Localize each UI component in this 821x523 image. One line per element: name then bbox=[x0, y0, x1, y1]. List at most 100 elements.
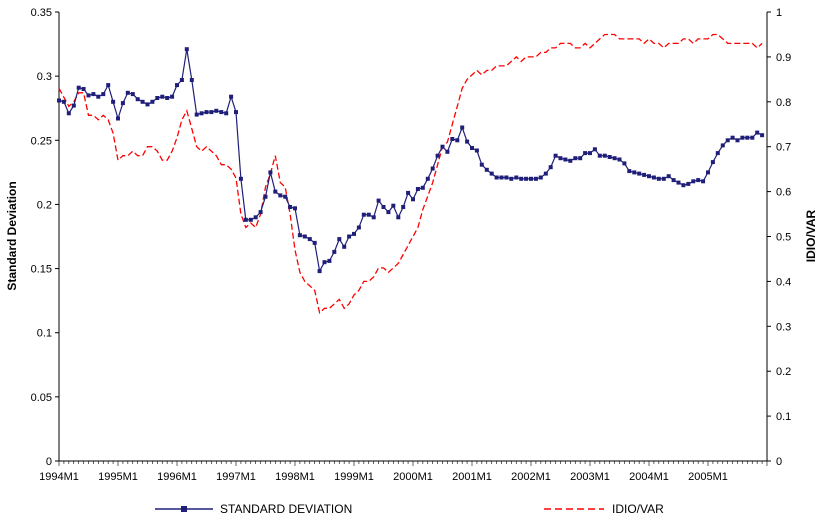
point-standard-deviation bbox=[283, 194, 288, 199]
x-tick-label: 2003M1 bbox=[570, 471, 610, 483]
point-standard-deviation bbox=[135, 97, 140, 102]
point-standard-deviation bbox=[219, 110, 224, 115]
y2-tick-label: 1 bbox=[776, 7, 782, 19]
point-standard-deviation bbox=[661, 176, 666, 181]
point-standard-deviation bbox=[509, 176, 514, 181]
y-tick-label: 0.35 bbox=[31, 7, 52, 19]
y-tick-label: 0.05 bbox=[31, 392, 52, 404]
point-standard-deviation bbox=[81, 87, 86, 91]
point-standard-deviation bbox=[519, 176, 524, 181]
point-standard-deviation bbox=[229, 94, 234, 99]
point-standard-deviation bbox=[243, 217, 248, 222]
point-standard-deviation bbox=[86, 93, 91, 98]
point-standard-deviation bbox=[578, 156, 583, 161]
point-standard-deviation bbox=[642, 172, 647, 177]
point-standard-deviation bbox=[524, 176, 529, 181]
series-group bbox=[57, 33, 765, 315]
point-standard-deviation bbox=[361, 212, 366, 217]
point-standard-deviation bbox=[612, 156, 617, 161]
point-standard-deviation bbox=[607, 155, 612, 159]
x-tick-label: 2004M1 bbox=[629, 471, 669, 483]
point-standard-deviation bbox=[327, 258, 332, 263]
point-standard-deviation bbox=[651, 175, 656, 180]
y-tick-label: 0.25 bbox=[31, 135, 52, 147]
point-standard-deviation bbox=[302, 234, 307, 239]
point-standard-deviation bbox=[307, 237, 312, 242]
point-standard-deviation bbox=[720, 143, 725, 148]
legend-label-idio: IDIO/VAR bbox=[612, 502, 664, 516]
point-standard-deviation bbox=[273, 189, 278, 194]
y2-tick-label: 0.2 bbox=[776, 366, 791, 378]
point-standard-deviation bbox=[445, 149, 450, 154]
point-standard-deviation bbox=[234, 110, 238, 115]
series-line-standard-deviation bbox=[58, 49, 763, 273]
point-standard-deviation bbox=[706, 170, 710, 175]
point-standard-deviation bbox=[691, 179, 696, 184]
point-standard-deviation bbox=[460, 125, 465, 130]
point-standard-deviation bbox=[150, 99, 155, 104]
point-standard-deviation bbox=[715, 151, 720, 156]
point-standard-deviation bbox=[701, 179, 706, 184]
point-standard-deviation bbox=[538, 175, 543, 180]
legend: STANDARD DEVIATION IDIO/VAR bbox=[155, 502, 664, 516]
point-standard-deviation bbox=[696, 178, 701, 183]
point-standard-deviation bbox=[588, 151, 592, 156]
point-standard-deviation bbox=[499, 175, 504, 180]
point-standard-deviation bbox=[106, 83, 111, 88]
point-standard-deviation bbox=[120, 101, 125, 106]
point-standard-deviation bbox=[352, 231, 356, 236]
point-standard-deviation bbox=[170, 94, 175, 99]
x-tick-label: 1996M1 bbox=[157, 471, 197, 483]
x-tick-label: 2000M1 bbox=[393, 471, 433, 483]
point-standard-deviation bbox=[627, 169, 632, 174]
point-standard-deviation bbox=[671, 178, 676, 183]
point-standard-deviation bbox=[293, 206, 297, 211]
point-standard-deviation bbox=[725, 138, 730, 143]
point-standard-deviation bbox=[66, 111, 71, 116]
point-standard-deviation bbox=[735, 138, 740, 143]
y2-tick-label: 0.4 bbox=[776, 276, 791, 288]
point-standard-deviation bbox=[583, 151, 588, 156]
point-standard-deviation bbox=[465, 139, 470, 144]
point-standard-deviation bbox=[686, 181, 691, 186]
point-standard-deviation bbox=[263, 194, 268, 199]
tick-labels: 0 0.05 0.1 0.15 0.2 0.25 0.3 0.35 0 0.1 0.2 0.3 0.4 0… bbox=[31, 7, 792, 483]
x-tick-label: 1995M1 bbox=[98, 471, 138, 483]
y-tick-label: 0.3 bbox=[37, 71, 52, 83]
point-standard-deviation bbox=[755, 130, 760, 135]
y2-tick-label: 0.7 bbox=[776, 142, 791, 154]
point-standard-deviation bbox=[253, 215, 258, 220]
y-tick-label: 0.2 bbox=[37, 199, 52, 211]
y-tick-label: 0 bbox=[46, 456, 52, 468]
point-standard-deviation bbox=[745, 135, 750, 140]
point-standard-deviation bbox=[165, 96, 170, 100]
point-standard-deviation bbox=[504, 175, 509, 180]
point-standard-deviation bbox=[750, 135, 755, 140]
legend-label-std: STANDARD DEVIATION bbox=[220, 502, 352, 516]
point-standard-deviation bbox=[474, 148, 479, 153]
x-tick-label: 1994M1 bbox=[39, 471, 79, 483]
point-standard-deviation bbox=[224, 111, 229, 116]
point-standard-deviation bbox=[760, 133, 765, 138]
point-standard-deviation bbox=[420, 185, 425, 190]
point-standard-deviation bbox=[204, 110, 209, 115]
x-tick-label: 2001M1 bbox=[452, 471, 492, 483]
point-standard-deviation bbox=[278, 193, 283, 198]
point-standard-deviation bbox=[125, 90, 130, 95]
point-standard-deviation bbox=[57, 98, 61, 103]
point-standard-deviation bbox=[91, 92, 96, 97]
point-standard-deviation bbox=[622, 161, 627, 166]
point-standard-deviation bbox=[288, 205, 293, 209]
x-tick-label: 1999M1 bbox=[334, 471, 374, 483]
point-standard-deviation bbox=[248, 217, 253, 222]
x-tick-label: 2005M1 bbox=[688, 471, 728, 483]
point-standard-deviation bbox=[529, 176, 533, 181]
point-standard-deviation bbox=[386, 210, 391, 215]
point-standard-deviation bbox=[656, 176, 661, 181]
point-standard-deviation bbox=[297, 233, 302, 238]
point-standard-deviation bbox=[312, 240, 317, 245]
point-standard-deviation bbox=[710, 160, 715, 165]
point-standard-deviation bbox=[730, 135, 735, 140]
point-standard-deviation bbox=[597, 153, 602, 158]
point-standard-deviation bbox=[258, 210, 263, 215]
